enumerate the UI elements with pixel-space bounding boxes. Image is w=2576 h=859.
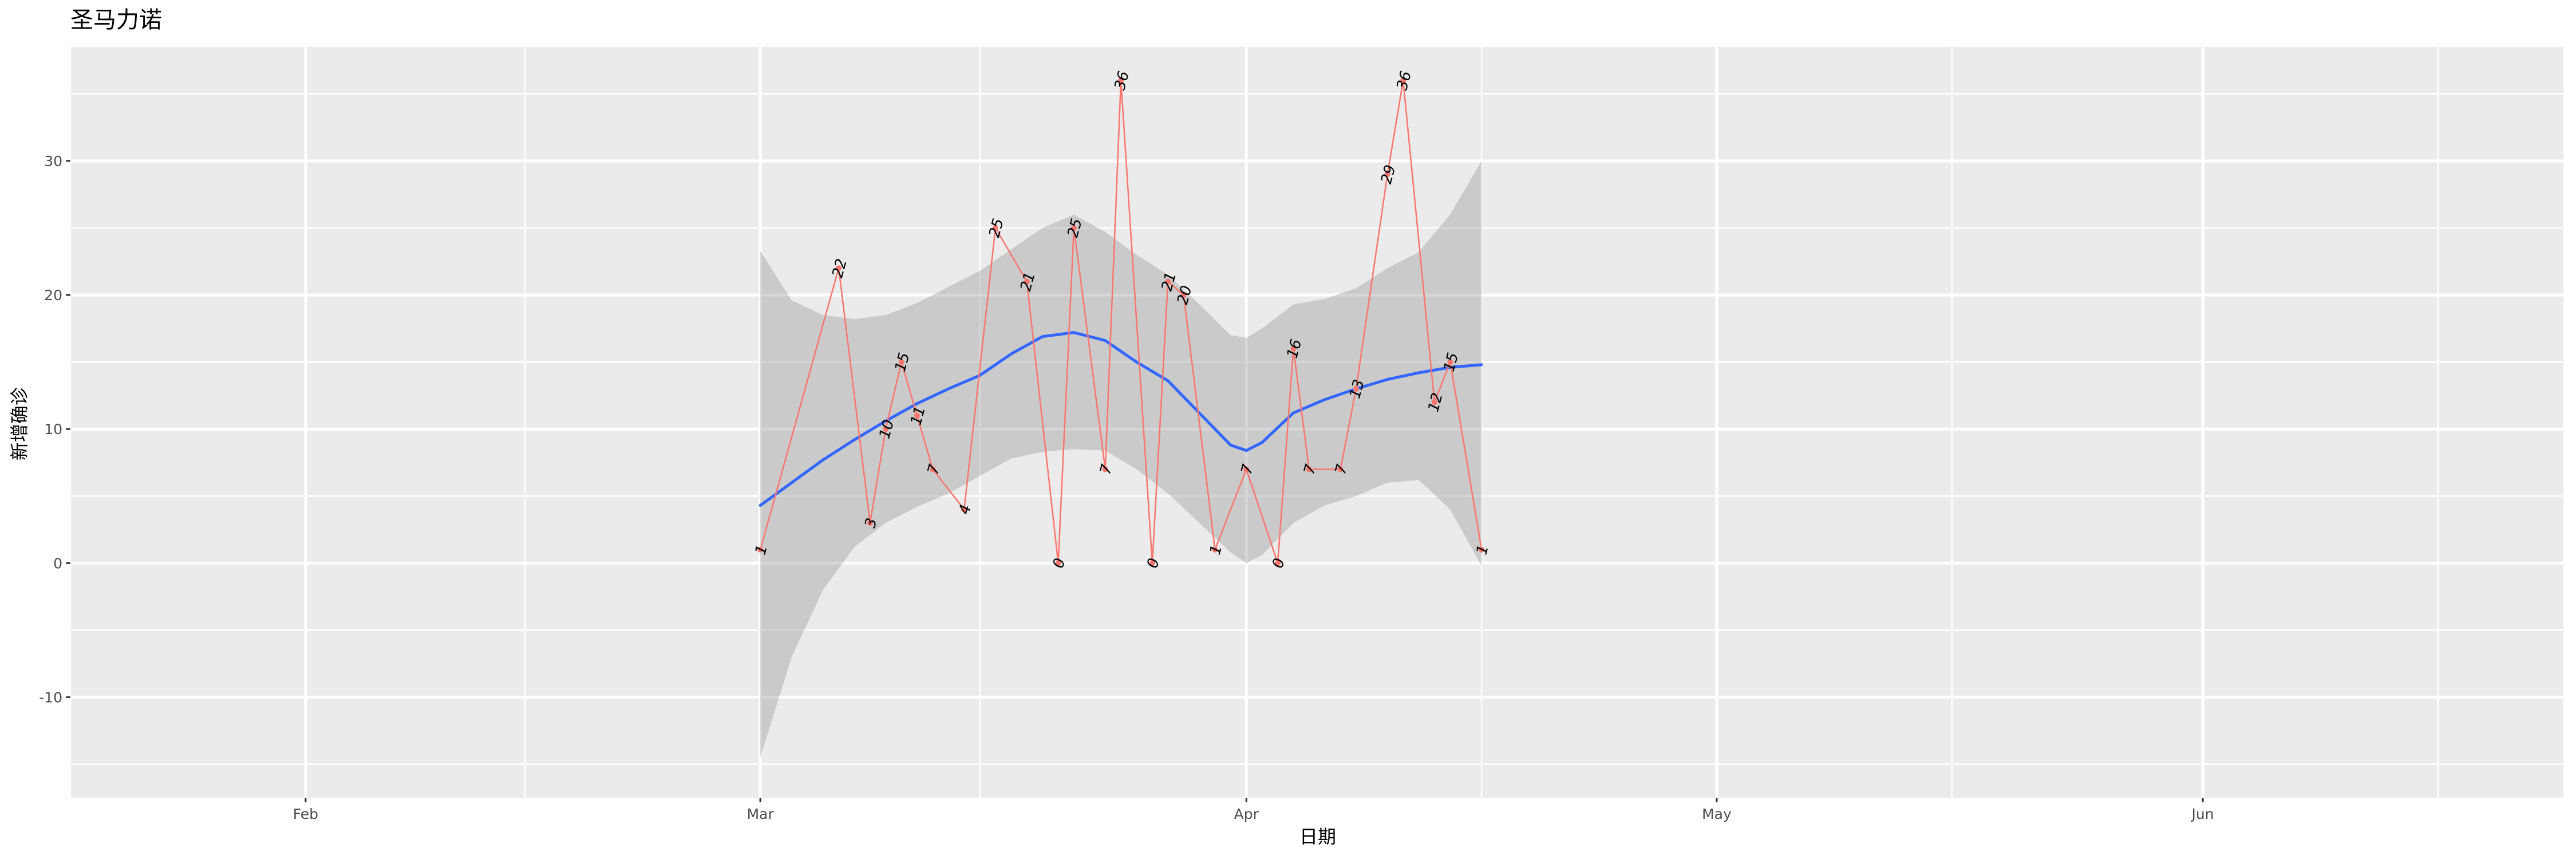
data-point xyxy=(1243,466,1250,472)
data-point xyxy=(1149,560,1155,566)
y-tick-label: 20 xyxy=(44,287,62,304)
data-label: 1 xyxy=(752,543,771,557)
data-label: 0 xyxy=(1269,557,1288,570)
x-axis-ticks: Feb Mar Apr May Jun xyxy=(293,798,2214,822)
data-point xyxy=(1384,171,1390,178)
y-axis-title: 新增确诊 xyxy=(9,387,30,460)
data-point xyxy=(1102,466,1108,472)
y-tick-label: 0 xyxy=(53,555,62,572)
data-point xyxy=(1306,466,1312,472)
major-gridlines xyxy=(70,47,2563,798)
data-point xyxy=(1024,278,1030,285)
data-point xyxy=(1353,385,1359,392)
data-point xyxy=(930,466,936,472)
y-tick-label: -10 xyxy=(39,689,62,706)
minor-gridlines xyxy=(69,47,2563,798)
data-label: 1 xyxy=(1207,543,1226,557)
data-point xyxy=(836,265,842,271)
plot-panel xyxy=(70,47,2563,798)
data-point xyxy=(1118,77,1124,84)
data-point xyxy=(1165,278,1171,285)
confidence-band xyxy=(760,160,1482,758)
data-point xyxy=(961,506,967,513)
data-label: 4 xyxy=(956,503,975,517)
data-point xyxy=(1337,466,1344,472)
data-point xyxy=(757,546,764,553)
data-point xyxy=(1290,345,1297,352)
x-tick-label: Feb xyxy=(293,806,318,822)
data-point xyxy=(883,426,889,432)
data-label: 0 xyxy=(1144,557,1163,570)
data-label: 1 xyxy=(1473,543,1492,557)
data-point xyxy=(1431,399,1437,405)
data-point xyxy=(1275,560,1281,566)
confidence-band-layer xyxy=(760,160,1482,758)
x-tick-label: May xyxy=(1702,806,1732,822)
x-axis-title: 日期 xyxy=(1299,826,1336,848)
data-point xyxy=(1055,560,1061,566)
x-tick-label: Mar xyxy=(747,806,775,822)
data-point xyxy=(914,412,920,419)
data-point xyxy=(1070,225,1077,231)
data-point xyxy=(1400,77,1406,84)
x-tick-label: Apr xyxy=(1234,806,1259,822)
data-point xyxy=(898,359,904,365)
data-point xyxy=(1479,546,1485,553)
data-point xyxy=(993,225,999,231)
chart-title: 圣马力诺 xyxy=(70,7,162,33)
data-label: 3 xyxy=(862,516,880,530)
data-point xyxy=(1180,292,1187,298)
data-label: 0 xyxy=(1050,557,1069,570)
data-point xyxy=(867,520,873,526)
x-tick-label: Jun xyxy=(2191,806,2214,822)
data-points-layer xyxy=(757,77,1485,566)
y-tick-label: 10 xyxy=(44,421,62,438)
y-axis-ticks: -10 0 10 20 30 xyxy=(39,153,70,706)
y-tick-label: 30 xyxy=(44,153,62,170)
data-point xyxy=(1212,546,1218,553)
data-point xyxy=(1447,359,1453,365)
